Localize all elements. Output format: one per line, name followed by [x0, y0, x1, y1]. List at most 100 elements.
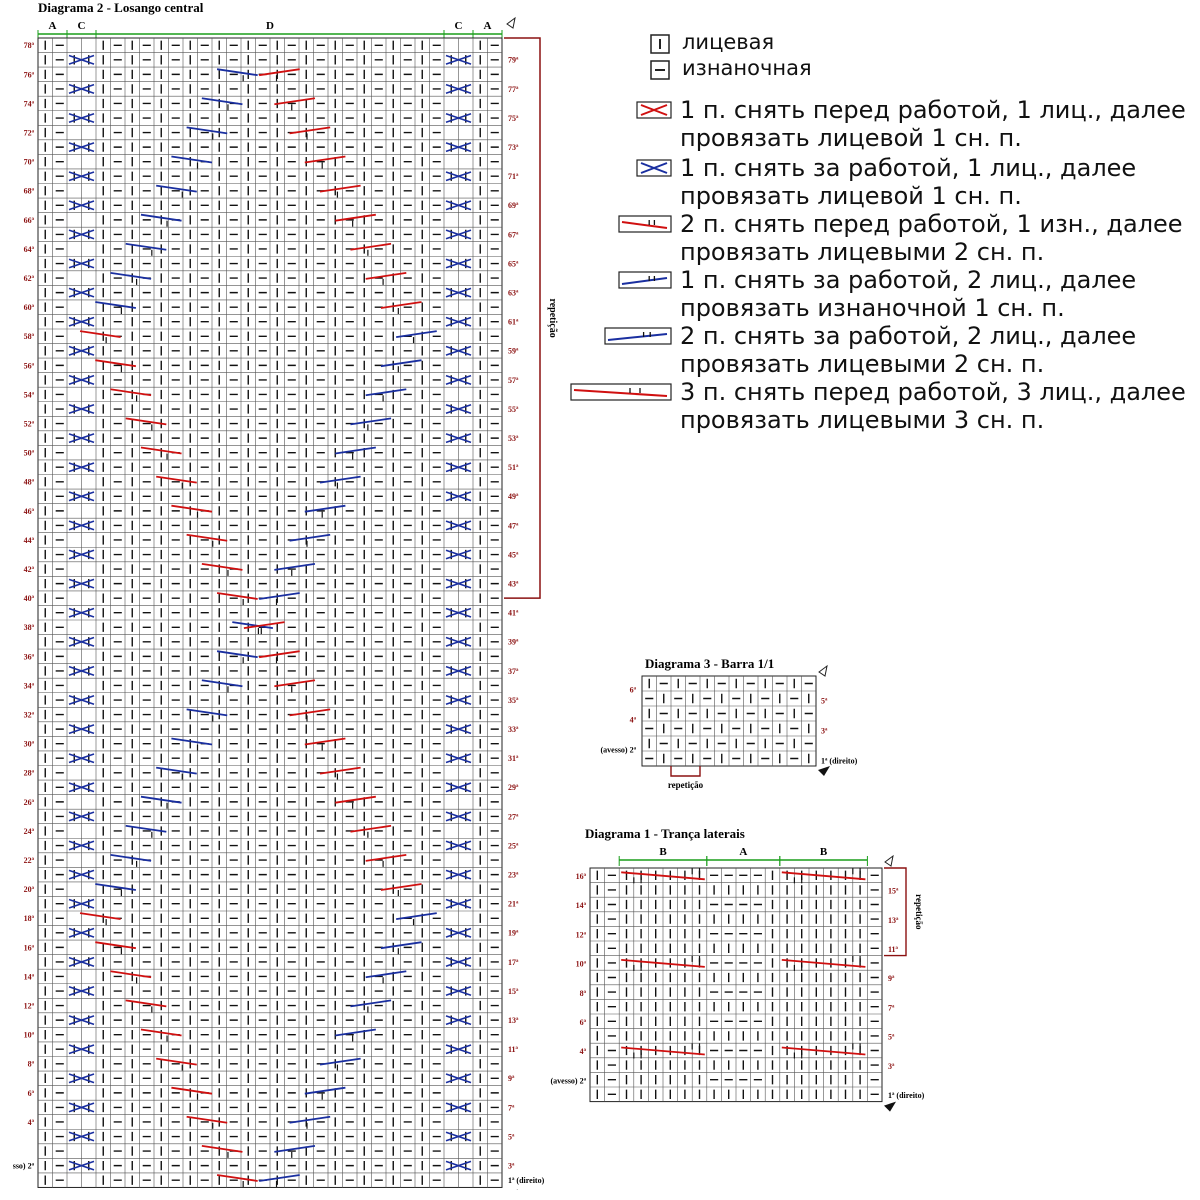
side-cross-cable	[68, 840, 95, 851]
cable-symbol-icon	[604, 327, 672, 345]
row-label-left: 46ª	[24, 507, 35, 516]
row-label-left: 4ª	[630, 716, 637, 725]
end-arrow-icon	[884, 1101, 896, 1112]
row-label-left: 10ª	[24, 1031, 35, 1040]
legend-cable-text: 2 п. снять за работой, 2 лиц., далее пров…	[680, 322, 1136, 378]
side-cross-cable	[68, 1131, 95, 1142]
row-label-right: 9ª	[508, 1074, 515, 1083]
grid-lines	[38, 38, 502, 1188]
diamond-cable-left	[110, 970, 152, 984]
cable-line	[171, 504, 213, 513]
side-cross-cable	[445, 462, 472, 473]
legend-cable-line2: провязать лицевой 1 сн. п.	[680, 182, 1022, 210]
row-label-right: 17ª	[508, 958, 519, 967]
cable-line	[396, 912, 437, 920]
row-label-right: 21ª	[508, 900, 519, 909]
row-label-left: 20ª	[24, 885, 35, 894]
side-cross-cable	[445, 491, 472, 502]
row-label-left: 66ª	[24, 216, 35, 225]
side-cross-cable	[445, 433, 472, 444]
diamond-cable-right	[335, 213, 376, 227]
side-cross-cable	[445, 694, 472, 706]
diamond-cable-right	[335, 1028, 376, 1042]
diamond-cable-left	[125, 242, 167, 256]
cable-line	[621, 959, 705, 968]
side-cross-cable	[445, 1073, 472, 1084]
legend-knit-label: лицевая	[682, 30, 775, 54]
row-label-left: 68ª	[24, 187, 35, 196]
side-cross-cable	[68, 374, 95, 385]
cable-line	[621, 871, 705, 881]
row-label-right: 79ª	[508, 56, 519, 65]
row-label-right: 7ª	[888, 1003, 895, 1012]
cable-line	[319, 184, 361, 193]
side-cross-cable	[68, 287, 95, 298]
row-label-right: 61ª	[508, 318, 519, 327]
diamond-cable-left	[171, 504, 213, 518]
side-cross-cable	[68, 549, 95, 560]
cable-symbol-cross	[640, 162, 668, 174]
row-label-right: 51ª	[508, 463, 519, 472]
legend-cable-1: 1 п. снять перед работой, 1 лиц., далее п…	[636, 96, 1186, 152]
diamond-cable-right	[365, 854, 407, 867]
cable-line	[274, 563, 316, 571]
cable-symbol-box	[570, 383, 672, 401]
first-row-label: 1ª (direito)	[508, 1176, 545, 1185]
side-cross-cable	[68, 433, 95, 444]
side-cross-cable	[445, 607, 472, 618]
row-label-left: 62ª	[24, 274, 35, 283]
end-arrow-icon	[516, 1189, 518, 1190]
side-cross-cable	[445, 83, 472, 94]
side-cross-cable	[68, 869, 95, 880]
cable-line	[232, 621, 274, 629]
side-cross-cable	[68, 112, 95, 124]
row-label-left: 38ª	[24, 623, 35, 632]
cable-line	[110, 970, 152, 979]
diagram2-title: Diagrama 2 - Losango central	[38, 0, 204, 15]
row-label-left: 26ª	[24, 798, 35, 807]
row-label-left-2: (avesso) 2ª	[550, 1076, 586, 1085]
cable-symbol-ticks	[648, 220, 656, 225]
diamond-cable-left	[186, 1115, 228, 1129]
cable-line	[216, 650, 258, 659]
cable-symbol-icon	[618, 215, 672, 233]
row-label-right: 31ª	[508, 754, 519, 763]
diagram2-purl-marks	[55, 44, 499, 1181]
legend-cable-4: 1 п. снять за работой, 2 лиц., далее пров…	[618, 266, 1136, 322]
diamond-cable-right	[319, 184, 361, 198]
row-label-right: 69ª	[508, 201, 519, 210]
side-cross-cable	[68, 898, 95, 909]
diagram2-grid	[37, 37, 503, 1188]
side-cross-cable	[68, 927, 95, 938]
row-label-right: 71ª	[508, 172, 519, 181]
side-cross-cable	[445, 549, 472, 560]
row-label-right: 11ª	[508, 1045, 519, 1054]
diamond-cable-left	[171, 155, 213, 169]
cable-line	[186, 126, 228, 135]
row-label-left: 78ª	[24, 41, 35, 50]
row-label-left: 28ª	[24, 769, 35, 778]
side-cross-cable	[445, 869, 472, 880]
diamond-cable-left	[125, 417, 167, 431]
row-label-left: 16ª	[576, 872, 587, 881]
side-cross-cable	[445, 578, 472, 589]
cable-symbol-ticks	[642, 332, 651, 337]
diamond-cable-right	[396, 912, 437, 926]
side-cross-cable	[445, 200, 472, 211]
diamond-cable-left	[110, 272, 152, 285]
row-label-left: 16ª	[24, 943, 35, 952]
cable-symbol-line	[621, 221, 668, 229]
diamond-cable-left	[201, 679, 243, 693]
diagram1-purl-marks	[607, 874, 879, 1095]
side-cross-cable	[445, 898, 472, 909]
diamond-cable-left	[201, 1145, 243, 1158]
row-label-left: 48ª	[24, 478, 35, 487]
legend-cable-3: 2 п. снять перед работой, 1 изн., далее п…	[618, 210, 1183, 266]
row-label-left: 22ª	[24, 856, 35, 865]
cable-line	[396, 330, 437, 338]
diamond-cable-right	[258, 68, 300, 82]
cable-line	[171, 1086, 213, 1095]
diamond-cable-right	[319, 475, 361, 489]
row-label-left: 74ª	[24, 99, 35, 108]
side-cross-cable	[68, 491, 95, 502]
